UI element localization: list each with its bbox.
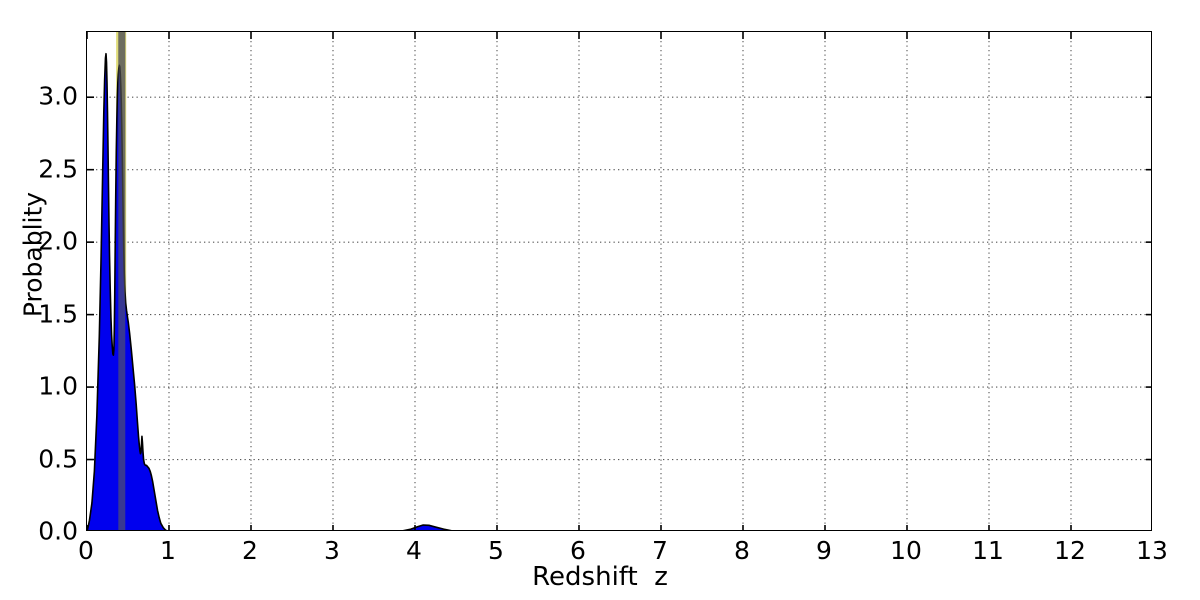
gridlines bbox=[87, 32, 1151, 530]
x-tick-label: 1 bbox=[160, 536, 176, 565]
x-tick-label: 7 bbox=[652, 536, 668, 565]
x-tick-label: 11 bbox=[972, 536, 1004, 565]
x-axis-label: Redshift z bbox=[532, 562, 668, 592]
y-tick-label: 2.0 bbox=[38, 226, 78, 256]
x-tick-label: 9 bbox=[816, 536, 832, 565]
x-tick-label: 8 bbox=[734, 536, 750, 565]
x-tick-label: 0 bbox=[78, 536, 94, 565]
x-tick-label: 4 bbox=[406, 536, 422, 565]
x-tick-label: 5 bbox=[488, 536, 504, 565]
plot-area bbox=[86, 31, 1152, 531]
x-tick-label: 13 bbox=[1136, 536, 1168, 565]
x-tick-label: 10 bbox=[890, 536, 922, 565]
y-axis-tick-labels: 0.0 0.5 1.0 1.5 2.0 2.5 3.0 bbox=[0, 0, 78, 600]
x-tick-label: 2 bbox=[242, 536, 258, 565]
y-tick-label: 1.5 bbox=[38, 299, 78, 329]
spec-z-band-gray-overlay bbox=[118, 32, 126, 530]
y-tick-label: 0.5 bbox=[38, 444, 78, 474]
y-tick-label: 3.0 bbox=[38, 81, 78, 111]
y-tick-label: 0.0 bbox=[38, 516, 78, 546]
pdf-curve bbox=[87, 32, 1151, 530]
y-tick-label: 1.0 bbox=[38, 371, 78, 401]
pdf-outline bbox=[87, 52, 452, 530]
x-tick-label: 3 bbox=[324, 536, 340, 565]
x-axis-tick-labels: 0 1 2 3 4 5 6 7 8 9 10 11 12 13 bbox=[0, 538, 1200, 572]
plot-svg bbox=[87, 32, 1151, 530]
x-tick-label: 6 bbox=[570, 536, 586, 565]
x-tick-label: 12 bbox=[1054, 536, 1086, 565]
y-tick-label: 2.5 bbox=[38, 154, 78, 184]
